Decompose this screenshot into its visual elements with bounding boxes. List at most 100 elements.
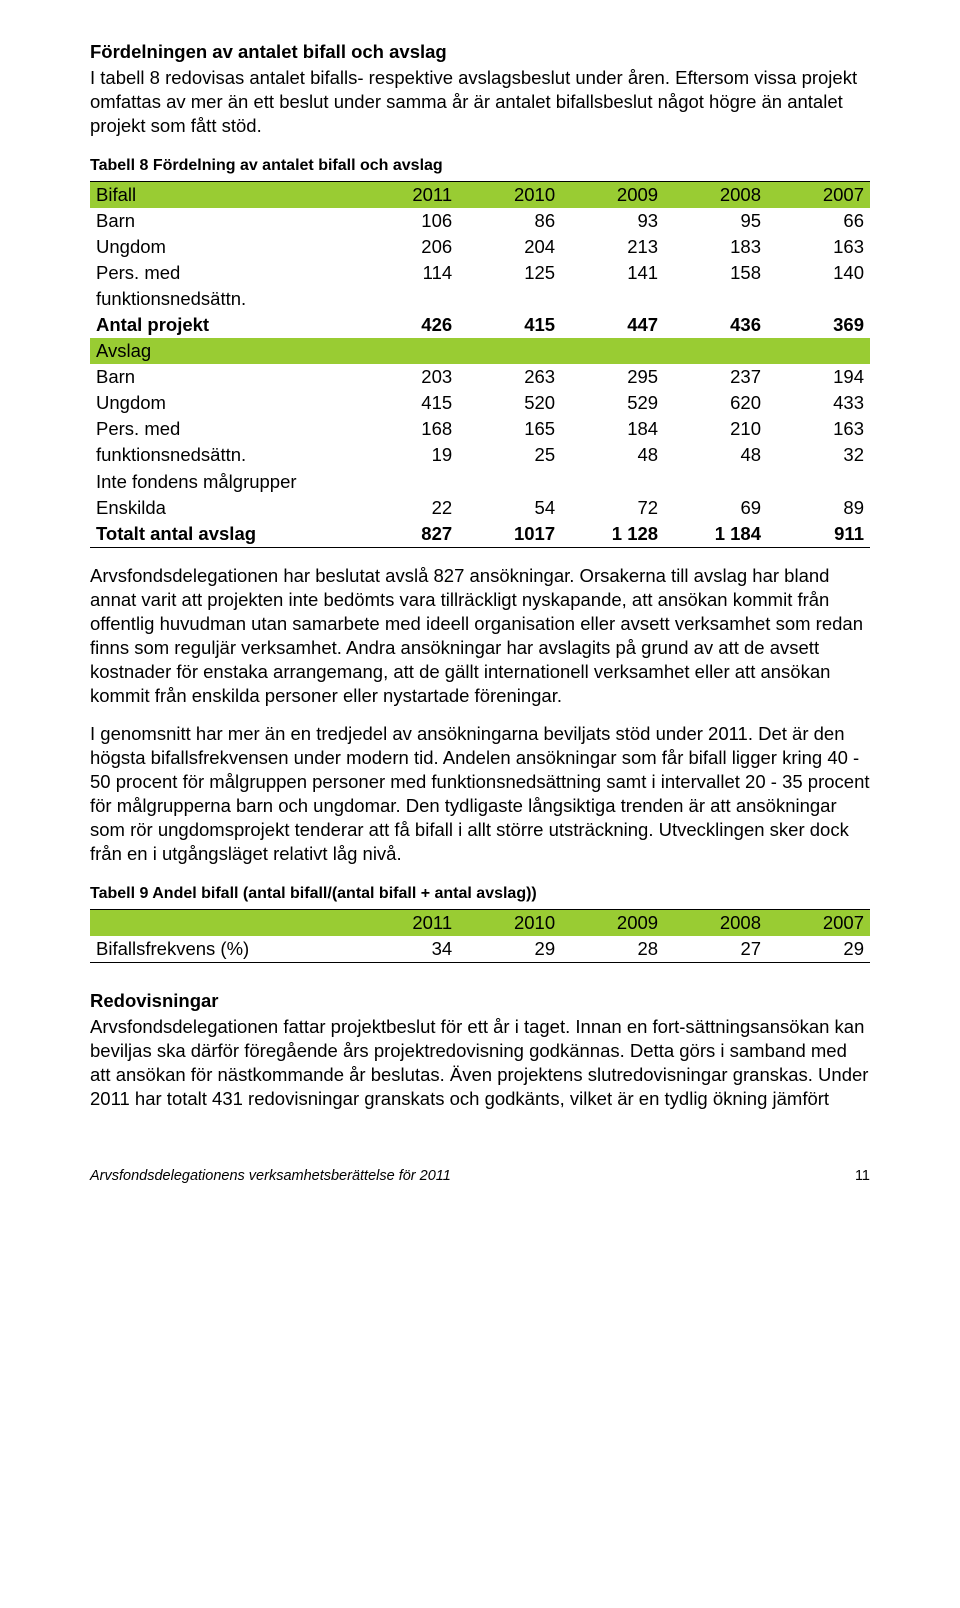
cell: 237 [664, 364, 767, 390]
cell [767, 469, 870, 495]
cell: 125 [458, 260, 561, 286]
cell [458, 469, 561, 495]
cell: 263 [458, 364, 561, 390]
page-footer: Arvsfondsdelegationens verksamhetsberätt… [90, 1167, 870, 1186]
cell: 163 [767, 234, 870, 260]
intro-paragraph: I tabell 8 redovisas antalet bifalls- re… [90, 66, 870, 138]
cell: 433 [767, 390, 870, 416]
cell: 66 [767, 208, 870, 234]
cell: 2011 [355, 181, 458, 208]
cell: 2008 [664, 181, 767, 208]
cell: 89 [767, 495, 870, 521]
cell: 22 [355, 495, 458, 521]
cell: 27 [664, 936, 767, 963]
cell: 369 [767, 312, 870, 338]
cell: funktionsnedsättn. [90, 286, 355, 312]
table8-avslag-total: Totalt antal avslag 827 1017 1 128 1 184… [90, 521, 870, 548]
cell: 1 184 [664, 521, 767, 548]
cell: Avslag [90, 338, 355, 364]
cell: Bifall [90, 181, 355, 208]
cell [90, 910, 355, 937]
cell [355, 338, 458, 364]
table-row: Pers. med 114 125 141 158 140 [90, 260, 870, 286]
table-row: Barn 106 86 93 95 66 [90, 208, 870, 234]
cell: 2009 [561, 910, 664, 937]
cell: 415 [458, 312, 561, 338]
cell: 93 [561, 208, 664, 234]
cell: 194 [767, 364, 870, 390]
cell: 295 [561, 364, 664, 390]
cell: Barn [90, 364, 355, 390]
cell: 95 [664, 208, 767, 234]
cell: 165 [458, 416, 561, 442]
cell: 54 [458, 495, 561, 521]
cell: 32 [767, 442, 870, 468]
cell: 184 [561, 416, 664, 442]
cell: Pers. med [90, 260, 355, 286]
cell [664, 338, 767, 364]
cell: 29 [767, 936, 870, 963]
table9: 2011 2010 2009 2008 2007 Bifallsfrekvens… [90, 909, 870, 963]
cell: 2008 [664, 910, 767, 937]
table8-avslag-header: Avslag [90, 338, 870, 364]
table-row: Ungdom 415 520 529 620 433 [90, 390, 870, 416]
cell: 827 [355, 521, 458, 548]
cell [355, 469, 458, 495]
cell: 2010 [458, 910, 561, 937]
cell: 19 [355, 442, 458, 468]
cell: Totalt antal avslag [90, 521, 355, 548]
table-row: Pers. med 168 165 184 210 163 [90, 416, 870, 442]
cell: 29 [458, 936, 561, 963]
cell: 203 [355, 364, 458, 390]
table-row: Inte fondens målgrupper [90, 469, 870, 495]
cell: 2007 [767, 181, 870, 208]
cell [355, 286, 458, 312]
cell: 529 [561, 390, 664, 416]
cell: Pers. med [90, 416, 355, 442]
cell: 911 [767, 521, 870, 548]
cell: 141 [561, 260, 664, 286]
cell: 2010 [458, 181, 561, 208]
cell: Inte fondens målgrupper [90, 469, 355, 495]
cell: Antal projekt [90, 312, 355, 338]
table-row: Bifallsfrekvens (%) 34 29 28 27 29 [90, 936, 870, 963]
cell: 140 [767, 260, 870, 286]
cell: 163 [767, 416, 870, 442]
cell: 158 [664, 260, 767, 286]
cell: 48 [561, 442, 664, 468]
cell: 69 [664, 495, 767, 521]
paragraph: I genomsnitt har mer än en tredjedel av … [90, 722, 870, 866]
cell: 114 [355, 260, 458, 286]
table-row: Enskilda 22 54 72 69 89 [90, 495, 870, 521]
cell: 183 [664, 234, 767, 260]
cell: 28 [561, 936, 664, 963]
cell: 34 [355, 936, 458, 963]
cell [767, 286, 870, 312]
cell: 2009 [561, 181, 664, 208]
page-number: 11 [855, 1167, 870, 1186]
cell: Ungdom [90, 234, 355, 260]
table8-caption: Tabell 8 Fördelning av antalet bifall oc… [90, 156, 870, 177]
cell: 2007 [767, 910, 870, 937]
table-row: funktionsnedsättn. 19 25 48 48 32 [90, 442, 870, 468]
section-heading: Fördelningen av antalet bifall och avsla… [90, 40, 870, 64]
cell [561, 286, 664, 312]
cell: 447 [561, 312, 664, 338]
cell: 86 [458, 208, 561, 234]
paragraph: Arvsfondsdelegationen har beslutat avslå… [90, 564, 870, 708]
cell: 168 [355, 416, 458, 442]
cell: 48 [664, 442, 767, 468]
table8-bifall-total: Antal projekt 426 415 447 436 369 [90, 312, 870, 338]
cell: 436 [664, 312, 767, 338]
cell: Enskilda [90, 495, 355, 521]
cell [458, 286, 561, 312]
cell [664, 469, 767, 495]
cell: funktionsnedsättn. [90, 442, 355, 468]
cell: 426 [355, 312, 458, 338]
cell: 213 [561, 234, 664, 260]
cell: 520 [458, 390, 561, 416]
cell: 415 [355, 390, 458, 416]
cell: 106 [355, 208, 458, 234]
subheading: Redovisningar [90, 989, 870, 1013]
cell: 620 [664, 390, 767, 416]
